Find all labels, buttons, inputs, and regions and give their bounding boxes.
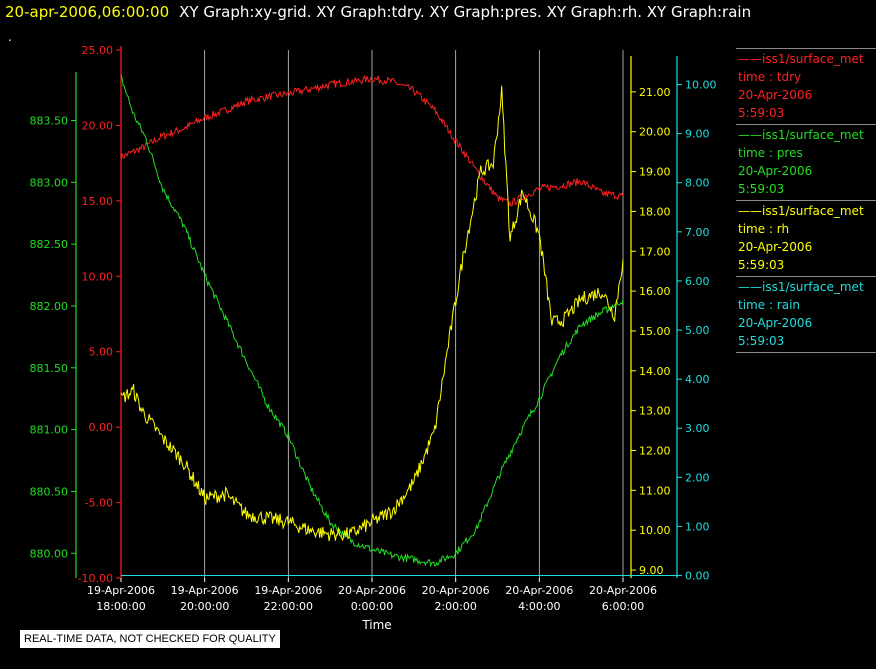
y-tick-label: 4.00 — [685, 373, 710, 386]
x-tick-label: 20-Apr-2006 — [589, 584, 657, 597]
x-tick-label: 22:00:00 — [264, 600, 313, 613]
legend-entry-pres: ——iss1/surface_met time : pres 20-Apr-20… — [736, 124, 876, 200]
axes-layer: 880.00 880.50 881.00 881.50 882.00 882.50 883.… — [30, 44, 717, 585]
y-tick-label: 10.00 — [685, 79, 717, 92]
y-tick-label: 880.00 — [30, 547, 69, 560]
series-line-tdry — [120, 74, 624, 207]
y-tick-label: 20.00 — [82, 119, 114, 132]
y-tick-label: 881.50 — [30, 362, 69, 375]
y-tick-label: 882.00 — [30, 300, 69, 313]
grid-layer — [204, 50, 624, 578]
y-tick-label: 16.00 — [639, 285, 671, 298]
legend-series-name: ——iss1/surface_met — [738, 204, 864, 218]
y-tick-label: 880.50 — [30, 485, 69, 498]
y-tick-label: 15.00 — [82, 195, 114, 208]
series-layer — [120, 74, 624, 576]
y-tick-label: 883.50 — [30, 115, 69, 128]
legend: ——iss1/surface_met time : tdry 20-Apr-20… — [736, 48, 876, 353]
y-tick-label: 12.00 — [639, 444, 671, 457]
x-tick-label: 6:00:00 — [602, 600, 644, 613]
legend-series-time: 5:59:03 — [738, 334, 785, 348]
y-tick-label: 9.00 — [639, 564, 664, 577]
title-bar: 20-apr-2006,06:00:00 XY Graph:xy-grid. XY… — [5, 3, 751, 21]
x-tick-label: 19-Apr-2006 — [254, 584, 322, 597]
quality-warning: REAL-TIME DATA, NOT CHECKED FOR QUALITY — [20, 630, 280, 648]
y-axis-tdry: -10.00 -5.00 0.00 5.00 10.00 15.00 20.00 25.00 — [78, 44, 122, 585]
legend-series-time: 5:59:03 — [738, 106, 785, 120]
x-tick-label: 20:00:00 — [180, 600, 229, 613]
y-tick-label: 18.00 — [639, 205, 671, 218]
y-tick-label: 9.00 — [685, 128, 710, 141]
y-tick-label: 3.00 — [685, 422, 710, 435]
x-tick-label: 18:00:00 — [96, 600, 145, 613]
y-axis-pres: 880.00 880.50 881.00 881.50 882.00 882.50 883.… — [30, 72, 77, 578]
y-tick-label: 5.00 — [685, 324, 710, 337]
y-tick-label: 10.00 — [82, 270, 114, 283]
legend-series-date: 20-Apr-2006 — [738, 316, 813, 330]
y-tick-label: 10.00 — [639, 524, 671, 537]
legend-series-name: ——iss1/surface_met — [738, 280, 864, 294]
y-tick-label: 7.00 — [685, 226, 710, 239]
dot-label: . — [8, 30, 12, 44]
x-axis-label: Time — [361, 618, 391, 632]
legend-series-field: time : tdry — [738, 70, 802, 84]
timestamp-label: 20-apr-2006,06:00:00 — [5, 3, 170, 21]
y-tick-label: 1.00 — [685, 520, 710, 533]
legend-series-date: 20-Apr-2006 — [738, 164, 813, 178]
x-tick-label: 4:00:00 — [518, 600, 560, 613]
y-tick-label: 19.00 — [639, 166, 671, 179]
x-tick-label: 20-Apr-2006 — [422, 584, 490, 597]
x-tick-label: 0:00:00 — [351, 600, 393, 613]
legend-entry-tdry: ——iss1/surface_met time : tdry 20-Apr-20… — [736, 48, 876, 124]
x-tick-label: 19-Apr-2006 — [171, 584, 239, 597]
y-tick-label: 8.00 — [685, 177, 710, 190]
y-tick-label: 20.00 — [639, 126, 671, 139]
y-tick-label: 6.00 — [685, 275, 710, 288]
legend-series-field: time : rain — [738, 298, 801, 312]
x-tick-label: 19-Apr-2006 — [87, 584, 155, 597]
x-axis: 19-Apr-2006 18:00:00 19-Apr-2006 20:00:00 19… — [87, 578, 657, 613]
x-tick-label: 20-Apr-2006 — [338, 584, 406, 597]
y-tick-label: 21.00 — [639, 86, 671, 99]
y-tick-label: -5.00 — [85, 497, 113, 510]
legend-series-date: 20-Apr-2006 — [738, 88, 813, 102]
y-tick-label: 15.00 — [639, 325, 671, 338]
y-tick-label: 17.00 — [639, 245, 671, 258]
y-tick-label: 13.00 — [639, 405, 671, 418]
x-tick-label: 20-Apr-2006 — [505, 584, 573, 597]
y-tick-label: 5.00 — [89, 346, 114, 359]
y-tick-label: 14.00 — [639, 365, 671, 378]
y-tick-label: 11.00 — [639, 484, 671, 497]
graph-list-label: XY Graph:xy-grid. XY Graph:tdry. XY Grap… — [179, 3, 752, 21]
y-tick-label: 883.00 — [30, 176, 69, 189]
legend-series-name: ——iss1/surface_met — [738, 128, 864, 142]
x-tick-label: 2:00:00 — [434, 600, 476, 613]
series-line-rh — [120, 85, 624, 542]
legend-series-date: 20-Apr-2006 — [738, 240, 813, 254]
y-tick-label: 0.00 — [89, 421, 114, 434]
y-tick-label: 881.00 — [30, 424, 69, 437]
y-tick-label: 2.00 — [685, 471, 710, 484]
y-axis-rh: 9.00 10.00 11.00 12.00 13.00 14.00 15.00 16.00 1… — [630, 56, 671, 578]
legend-series-name: ——iss1/surface_met — [738, 52, 864, 66]
y-axis-rain: 0.00 1.00 2.00 3.00 4.00 5.00 6.00 7.00 8.00 9.00… — [676, 56, 717, 583]
legend-entry-rain: ——iss1/surface_met time : rain 20-Apr-20… — [736, 276, 876, 353]
y-tick-label: 0.00 — [685, 570, 710, 583]
y-tick-label: 882.50 — [30, 238, 69, 251]
y-tick-label: -10.00 — [78, 572, 113, 585]
legend-series-field: time : pres — [738, 146, 803, 160]
legend-series-field: time : rh — [738, 222, 790, 236]
legend-series-time: 5:59:03 — [738, 258, 785, 272]
legend-entry-rh: ——iss1/surface_met time : rh 20-Apr-2006… — [736, 200, 876, 276]
series-line-pres — [120, 74, 624, 568]
y-tick-label: 25.00 — [82, 44, 114, 57]
legend-series-time: 5:59:03 — [738, 182, 785, 196]
